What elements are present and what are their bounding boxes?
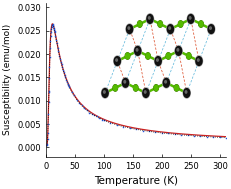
X-axis label: Temperature (K): Temperature (K): [94, 176, 178, 186]
Y-axis label: Susceptibility (emu/mol): Susceptibility (emu/mol): [3, 24, 12, 135]
